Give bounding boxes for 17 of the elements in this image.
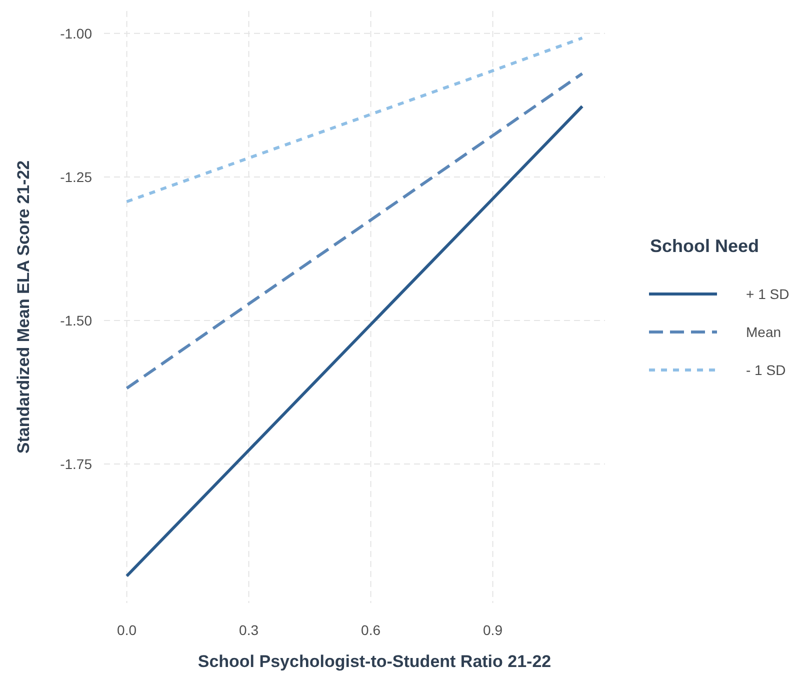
legend-label: - 1 SD	[746, 362, 786, 378]
x-tick-label: 0.6	[361, 622, 381, 638]
legend-title: School Need	[650, 236, 760, 256]
line-series	[125, 104, 584, 578]
x-tick-label: 0.3	[239, 622, 259, 638]
legend-label: Mean	[746, 324, 782, 340]
line-series	[125, 72, 584, 390]
x-tick-label: 0.0	[117, 622, 137, 638]
legend-label: + 1 SD	[746, 286, 790, 302]
y-tick-label: -1.50	[60, 312, 92, 328]
y-tick-label: -1.00	[60, 25, 92, 42]
x-tick-label: 0.9	[483, 622, 503, 638]
x-axis-title: School Psychologist-to-Student Ratio 21-22	[198, 652, 552, 671]
y-tick-label: -1.25	[60, 168, 92, 185]
line-series	[125, 36, 584, 204]
y-tick-label: -1.75	[60, 456, 92, 472]
y-axis-title: Standardized Mean ELA Score 21-22	[14, 160, 33, 454]
